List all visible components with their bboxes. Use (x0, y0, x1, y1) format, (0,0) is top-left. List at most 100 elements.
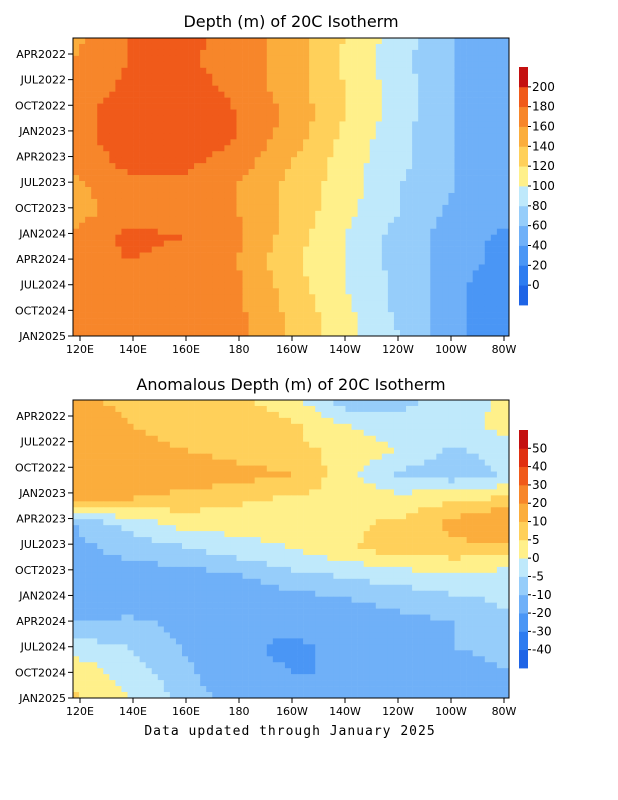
heatmap-cell (375, 240, 383, 247)
heatmap-cell (339, 234, 346, 241)
heatmap-cell (278, 288, 286, 295)
heatmap-cell (284, 411, 292, 419)
heatmap-cell (85, 103, 92, 110)
heatmap-cell (387, 400, 395, 407)
heatmap-cell (490, 477, 498, 484)
heatmap-cell (284, 465, 292, 472)
heatmap-cell (115, 417, 122, 425)
heatmap-cell (369, 312, 377, 319)
heatmap-cell (242, 157, 249, 164)
heatmap-cell (127, 495, 134, 502)
heatmap-cell (297, 282, 304, 289)
heatmap-cell (266, 103, 274, 110)
heatmap-cell (182, 306, 189, 313)
heatmap-cell (236, 459, 243, 466)
heatmap-cell (454, 282, 461, 289)
heatmap-cell (248, 501, 255, 508)
heatmap-cell (448, 441, 455, 448)
heatmap-cell (375, 79, 383, 86)
heatmap-cell (400, 222, 407, 230)
heatmap-cell (91, 210, 98, 218)
heatmap-cell (260, 222, 268, 230)
heatmap-cell (369, 73, 377, 81)
heatmap-cell (236, 222, 243, 230)
heatmap-cell (327, 91, 334, 98)
heatmap-cell (460, 145, 467, 152)
heatmap-cell (97, 246, 104, 253)
heatmap-cell (309, 453, 316, 460)
heatmap-cell (169, 258, 177, 265)
colorbar-label: 40 (532, 239, 547, 253)
heatmap-cell (484, 91, 492, 98)
heatmap-cell (254, 288, 262, 295)
heatmap-cell (345, 157, 352, 164)
heatmap-cell (327, 73, 334, 81)
heatmap-cell (472, 187, 480, 194)
heatmap-cell (236, 169, 243, 176)
heatmap-cell (321, 447, 328, 454)
heatmap-cell (345, 423, 352, 431)
heatmap-cell (182, 133, 189, 140)
heatmap-cell (454, 453, 461, 460)
heatmap-cell (496, 228, 504, 235)
heatmap-cell (272, 79, 280, 86)
heatmap-cell (97, 151, 104, 158)
heatmap-cell (272, 67, 280, 75)
heatmap-cell (218, 288, 225, 295)
heatmap-cell (188, 495, 195, 502)
heatmap-cell (212, 79, 219, 86)
heatmap-cell (315, 495, 322, 502)
heatmap-cell (442, 127, 449, 134)
heatmap-cell (291, 423, 298, 431)
heatmap-cell (260, 417, 268, 425)
heatmap-cell (169, 222, 177, 230)
heatmap-cell (309, 423, 316, 431)
heatmap-cell (254, 405, 262, 413)
heatmap-cell (442, 73, 449, 81)
heatmap-cell (97, 252, 104, 259)
heatmap-cell (224, 79, 231, 86)
heatmap-cell (272, 115, 280, 122)
heatmap-cell (236, 234, 243, 241)
heatmap-cell (200, 157, 207, 164)
heatmap-cell (200, 495, 207, 502)
heatmap-cell (73, 97, 80, 104)
heatmap-cell (339, 411, 346, 419)
heatmap-cell (212, 483, 219, 490)
heatmap-cell (115, 204, 122, 212)
heatmap-cell (387, 103, 395, 110)
heatmap-cell (357, 489, 364, 496)
heatmap-cell (127, 507, 134, 514)
heatmap-cell (157, 103, 165, 110)
heatmap-cell (291, 192, 298, 200)
heatmap-cell (315, 240, 322, 247)
heatmap-cell (339, 192, 346, 200)
heatmap-cell (272, 429, 280, 437)
heatmap-cell (418, 198, 425, 206)
heatmap-cell (133, 270, 140, 277)
heatmap-cell (188, 429, 195, 437)
heatmap-cell (278, 264, 286, 271)
heatmap-cell (430, 489, 437, 496)
heatmap-cell (284, 447, 292, 454)
heatmap-cell (291, 441, 298, 448)
heatmap-cell (339, 465, 346, 472)
heatmap-cell (375, 169, 383, 176)
heatmap-cell (460, 288, 467, 295)
heatmap-cell (284, 318, 292, 325)
heatmap-cell (430, 192, 437, 200)
heatmap-cell (278, 294, 286, 301)
heatmap-cell (484, 258, 492, 265)
heatmap-cell (460, 270, 467, 277)
heatmap-cell (121, 210, 128, 218)
heatmap-cell (242, 471, 249, 478)
heatmap-cell (194, 216, 201, 224)
heatmap-cell (218, 139, 225, 146)
heatmap-cell (297, 411, 304, 419)
heatmap-cell (424, 417, 431, 425)
heatmap-cell (133, 145, 140, 152)
heatmap-cell (133, 306, 140, 313)
heatmap-cell (327, 471, 334, 478)
heatmap-cell (369, 198, 377, 206)
heatmap-cell (91, 222, 98, 230)
